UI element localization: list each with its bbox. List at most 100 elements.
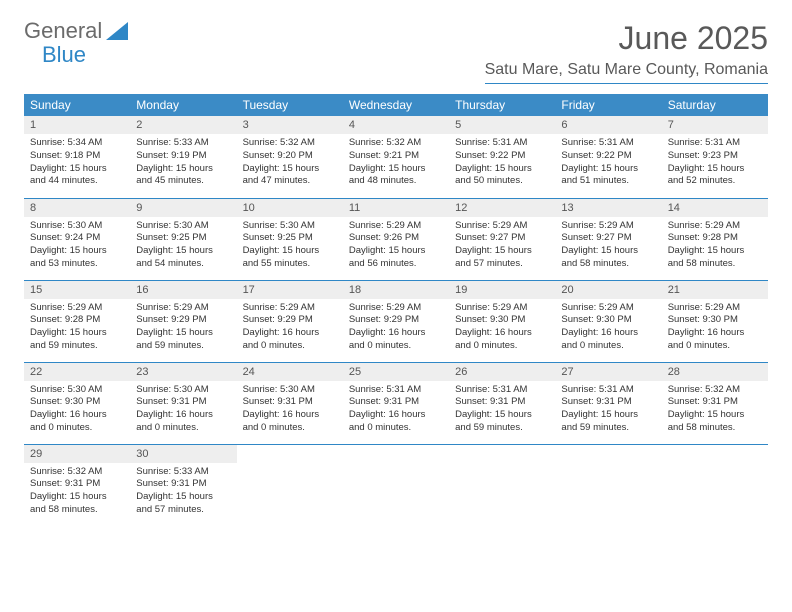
calendar-row: 1Sunrise: 5:34 AMSunset: 9:18 PMDaylight… [24,116,768,198]
calendar-cell: 26Sunrise: 5:31 AMSunset: 9:31 PMDayligh… [449,362,555,444]
day-number: 30 [130,445,236,463]
day-body: Sunrise: 5:29 AMSunset: 9:30 PMDaylight:… [449,299,555,357]
calendar-cell: 10Sunrise: 5:30 AMSunset: 9:25 PMDayligh… [237,198,343,280]
day-number: 2 [130,116,236,134]
day-body: Sunrise: 5:31 AMSunset: 9:31 PMDaylight:… [449,381,555,439]
day-number: 10 [237,199,343,217]
day-number: 18 [343,281,449,299]
day-body: Sunrise: 5:33 AMSunset: 9:31 PMDaylight:… [130,463,236,521]
day-body: Sunrise: 5:31 AMSunset: 9:31 PMDaylight:… [555,381,661,439]
weekday-header: Wednesday [343,94,449,116]
day-number: 13 [555,199,661,217]
calendar-cell: 7Sunrise: 5:31 AMSunset: 9:23 PMDaylight… [662,116,768,198]
calendar-cell: 11Sunrise: 5:29 AMSunset: 9:26 PMDayligh… [343,198,449,280]
day-body: Sunrise: 5:32 AMSunset: 9:20 PMDaylight:… [237,134,343,192]
day-body: Sunrise: 5:34 AMSunset: 9:18 PMDaylight:… [24,134,130,192]
day-number: 9 [130,199,236,217]
title-block: June 2025 Satu Mare, Satu Mare County, R… [485,20,768,84]
day-body: Sunrise: 5:29 AMSunset: 9:27 PMDaylight:… [555,217,661,275]
calendar-row: 29Sunrise: 5:32 AMSunset: 9:31 PMDayligh… [24,444,768,526]
day-number: 7 [662,116,768,134]
calendar-cell: 6Sunrise: 5:31 AMSunset: 9:22 PMDaylight… [555,116,661,198]
calendar-cell: 20Sunrise: 5:29 AMSunset: 9:30 PMDayligh… [555,280,661,362]
calendar-cell: 18Sunrise: 5:29 AMSunset: 9:29 PMDayligh… [343,280,449,362]
day-body: Sunrise: 5:31 AMSunset: 9:22 PMDaylight:… [555,134,661,192]
day-number: 21 [662,281,768,299]
day-body: Sunrise: 5:29 AMSunset: 9:29 PMDaylight:… [343,299,449,357]
calendar-cell [237,444,343,526]
day-number: 4 [343,116,449,134]
day-number: 12 [449,199,555,217]
weekday-header: Friday [555,94,661,116]
calendar-cell: 19Sunrise: 5:29 AMSunset: 9:30 PMDayligh… [449,280,555,362]
weekday-header-row: Sunday Monday Tuesday Wednesday Thursday… [24,94,768,116]
day-body: Sunrise: 5:29 AMSunset: 9:28 PMDaylight:… [662,217,768,275]
calendar-cell: 17Sunrise: 5:29 AMSunset: 9:29 PMDayligh… [237,280,343,362]
calendar-row: 15Sunrise: 5:29 AMSunset: 9:28 PMDayligh… [24,280,768,362]
calendar-cell: 29Sunrise: 5:32 AMSunset: 9:31 PMDayligh… [24,444,130,526]
day-number: 22 [24,363,130,381]
day-number: 6 [555,116,661,134]
day-body: Sunrise: 5:30 AMSunset: 9:24 PMDaylight:… [24,217,130,275]
day-body: Sunrise: 5:31 AMSunset: 9:31 PMDaylight:… [343,381,449,439]
day-number: 11 [343,199,449,217]
weekday-header: Saturday [662,94,768,116]
day-number: 27 [555,363,661,381]
day-body: Sunrise: 5:31 AMSunset: 9:23 PMDaylight:… [662,134,768,192]
calendar-cell: 16Sunrise: 5:29 AMSunset: 9:29 PMDayligh… [130,280,236,362]
day-body: Sunrise: 5:29 AMSunset: 9:26 PMDaylight:… [343,217,449,275]
calendar-cell: 4Sunrise: 5:32 AMSunset: 9:21 PMDaylight… [343,116,449,198]
day-number: 28 [662,363,768,381]
day-number: 16 [130,281,236,299]
calendar-cell: 5Sunrise: 5:31 AMSunset: 9:22 PMDaylight… [449,116,555,198]
day-body: Sunrise: 5:29 AMSunset: 9:30 PMDaylight:… [662,299,768,357]
logo-word1: General [24,20,102,42]
logo-word2: Blue [42,44,86,66]
day-body: Sunrise: 5:29 AMSunset: 9:30 PMDaylight:… [555,299,661,357]
day-number: 8 [24,199,130,217]
calendar-cell: 3Sunrise: 5:32 AMSunset: 9:20 PMDaylight… [237,116,343,198]
calendar-cell: 25Sunrise: 5:31 AMSunset: 9:31 PMDayligh… [343,362,449,444]
month-title: June 2025 [485,20,768,57]
day-body: Sunrise: 5:30 AMSunset: 9:25 PMDaylight:… [130,217,236,275]
day-number: 14 [662,199,768,217]
day-body: Sunrise: 5:30 AMSunset: 9:25 PMDaylight:… [237,217,343,275]
calendar-row: 22Sunrise: 5:30 AMSunset: 9:30 PMDayligh… [24,362,768,444]
weekday-header: Monday [130,94,236,116]
location-text: Satu Mare, Satu Mare County, Romania [485,61,768,84]
calendar-row: 8Sunrise: 5:30 AMSunset: 9:24 PMDaylight… [24,198,768,280]
header: General Blue June 2025 Satu Mare, Satu M… [24,20,768,84]
calendar-cell [662,444,768,526]
calendar-cell [343,444,449,526]
calendar-cell: 21Sunrise: 5:29 AMSunset: 9:30 PMDayligh… [662,280,768,362]
calendar-cell: 15Sunrise: 5:29 AMSunset: 9:28 PMDayligh… [24,280,130,362]
day-body: Sunrise: 5:29 AMSunset: 9:29 PMDaylight:… [130,299,236,357]
day-body: Sunrise: 5:29 AMSunset: 9:29 PMDaylight:… [237,299,343,357]
day-body: Sunrise: 5:29 AMSunset: 9:27 PMDaylight:… [449,217,555,275]
day-number: 5 [449,116,555,134]
day-body: Sunrise: 5:32 AMSunset: 9:21 PMDaylight:… [343,134,449,192]
day-body: Sunrise: 5:30 AMSunset: 9:30 PMDaylight:… [24,381,130,439]
calendar-cell: 27Sunrise: 5:31 AMSunset: 9:31 PMDayligh… [555,362,661,444]
calendar-cell: 14Sunrise: 5:29 AMSunset: 9:28 PMDayligh… [662,198,768,280]
day-number: 15 [24,281,130,299]
day-number: 26 [449,363,555,381]
calendar-cell: 9Sunrise: 5:30 AMSunset: 9:25 PMDaylight… [130,198,236,280]
calendar-cell: 22Sunrise: 5:30 AMSunset: 9:30 PMDayligh… [24,362,130,444]
day-number: 3 [237,116,343,134]
calendar-cell [555,444,661,526]
weekday-header: Sunday [24,94,130,116]
calendar-cell [449,444,555,526]
day-number: 1 [24,116,130,134]
day-number: 17 [237,281,343,299]
day-number: 24 [237,363,343,381]
calendar-table: Sunday Monday Tuesday Wednesday Thursday… [24,94,768,526]
day-number: 20 [555,281,661,299]
logo-triangle-icon [106,22,128,40]
day-number: 23 [130,363,236,381]
calendar-cell: 24Sunrise: 5:30 AMSunset: 9:31 PMDayligh… [237,362,343,444]
day-body: Sunrise: 5:31 AMSunset: 9:22 PMDaylight:… [449,134,555,192]
weekday-header: Thursday [449,94,555,116]
calendar-cell: 23Sunrise: 5:30 AMSunset: 9:31 PMDayligh… [130,362,236,444]
day-body: Sunrise: 5:30 AMSunset: 9:31 PMDaylight:… [237,381,343,439]
